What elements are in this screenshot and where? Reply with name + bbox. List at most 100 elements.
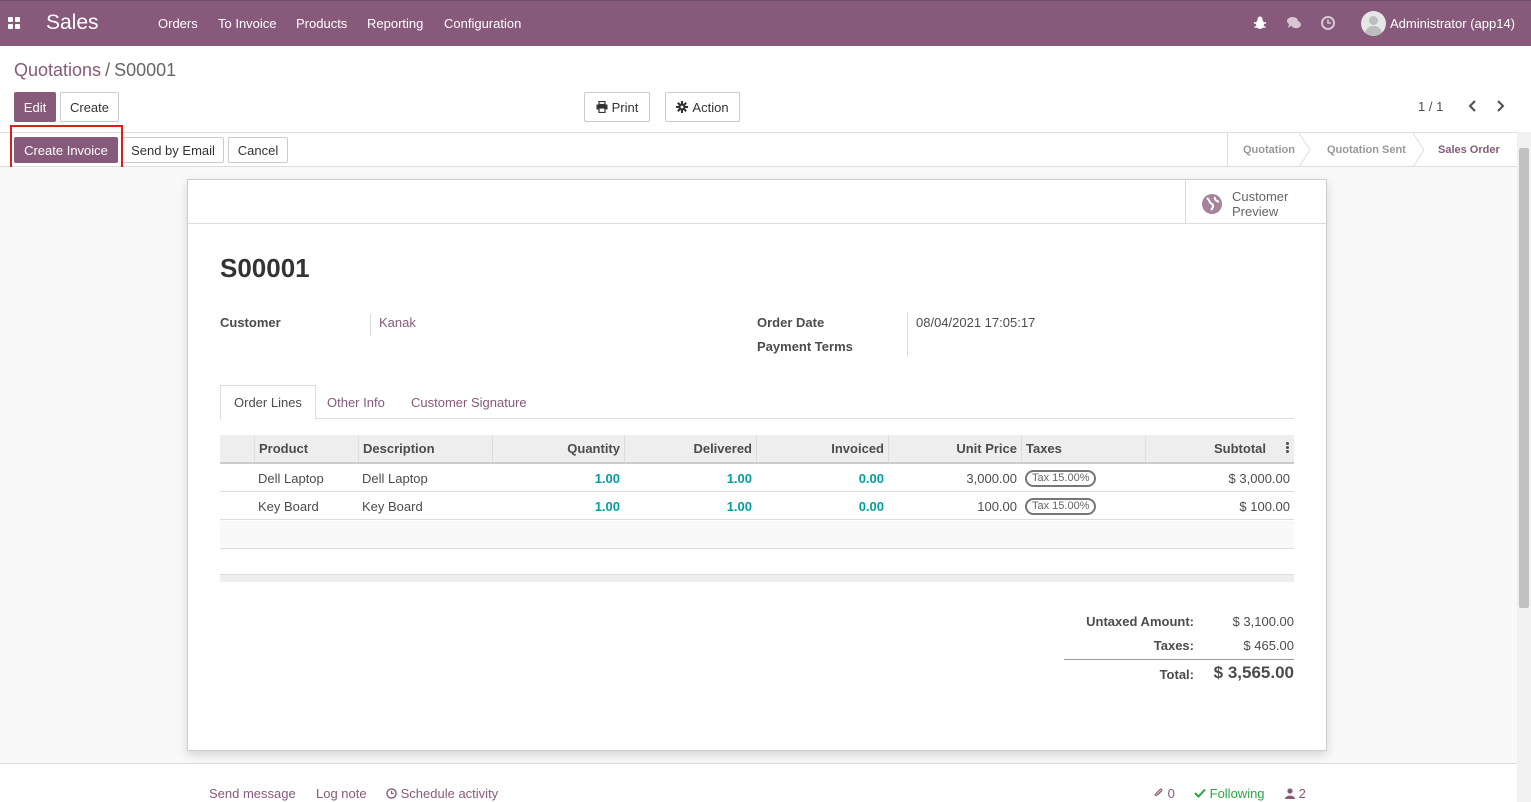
bug-icon[interactable] (1252, 15, 1268, 31)
table-row[interactable]: Dell Laptop Dell Laptop 1.00 1.00 0.00 3… (220, 464, 1294, 492)
field-divider (370, 314, 371, 336)
stage-quotation-sent: Quotation Sent (1327, 144, 1406, 156)
cell-delivered: 1.00 (726, 470, 752, 486)
action-button[interactable]: Action (665, 92, 740, 122)
column-description[interactable]: Description (358, 435, 492, 462)
create-button[interactable]: Create (60, 92, 119, 122)
chat-icon[interactable] (1286, 15, 1302, 31)
menu-to-invoice[interactable]: To Invoice (218, 16, 277, 31)
menu-orders[interactable]: Orders (158, 16, 198, 31)
print-icon (596, 101, 608, 113)
stage-arrow (1299, 133, 1311, 167)
cell-product: Key Board (258, 498, 319, 514)
followers-count: 2 (1298, 786, 1306, 801)
highlight-box (10, 125, 123, 171)
column-subtotal[interactable]: Subtotal (1145, 435, 1270, 462)
menu-products[interactable]: Products (296, 16, 348, 31)
log-note-button[interactable]: Log note (316, 786, 367, 801)
customer-label: Customer (220, 315, 281, 330)
breadcrumb-quotations[interactable]: Quotations (14, 60, 102, 80)
taxes-value: $ 465.00 (1243, 638, 1294, 653)
breadcrumb-current: S00001 (114, 60, 177, 80)
menu-reporting[interactable]: Reporting (367, 16, 424, 31)
edit-button[interactable]: Edit (14, 92, 56, 122)
payment-terms-label: Payment Terms (757, 339, 853, 354)
avatar[interactable] (1361, 11, 1386, 36)
column-taxes[interactable]: Taxes (1021, 435, 1145, 462)
chevron-right-icon[interactable] (1493, 99, 1507, 113)
tab-customer-signature[interactable]: Customer Signature (411, 394, 527, 410)
cell-description: Key Board (362, 498, 423, 514)
tax-badge: Tax 15.00% (1025, 469, 1097, 487)
check-icon (1194, 788, 1206, 798)
table-row[interactable]: Key Board Key Board 1.00 1.00 0.00 100.0… (220, 492, 1294, 520)
tax-badge: Tax 15.00% (1025, 497, 1097, 515)
stage-sales-order: Sales Order (1438, 144, 1500, 156)
total-label: Total: (1159, 667, 1194, 682)
customer-preview-button[interactable]: Customer Preview (1185, 180, 1326, 224)
optional-columns-icon[interactable] (1286, 442, 1290, 454)
cell-description: Dell Laptop (362, 470, 428, 486)
schedule-activity-button[interactable]: Schedule activity (386, 786, 498, 801)
breadcrumb: Quotations / S00001 (14, 60, 176, 81)
column-delivered[interactable]: Delivered (624, 435, 756, 462)
notebook-tabs: Order Lines Other Info Customer Signatur… (220, 385, 1294, 420)
stage-divider (1227, 133, 1228, 167)
send-by-email-button[interactable]: Send by Email (122, 137, 224, 163)
apps-icon[interactable] (8, 17, 20, 29)
menu-configuration[interactable]: Configuration (444, 16, 522, 31)
total-value: $ 3,565.00 (1213, 663, 1294, 682)
attachments-count: 0 (1167, 786, 1175, 801)
document-title: S00001 (220, 253, 310, 283)
column-quantity[interactable]: Quantity (492, 435, 624, 462)
following-button[interactable]: Following (1194, 786, 1265, 801)
button-box: Customer Preview (188, 180, 1326, 224)
stage-quotation: Quotation (1243, 144, 1295, 156)
tab-order-lines[interactable]: Order Lines (220, 385, 316, 420)
form-sheet: Customer Preview S00001 Customer Kanak O… (187, 179, 1327, 751)
schedule-activity-label: Schedule activity (400, 786, 499, 801)
breadcrumb-separator: / (105, 60, 111, 80)
clock-icon[interactable] (1320, 15, 1336, 31)
column-product[interactable]: Product (254, 435, 358, 462)
totals-divider (1064, 659, 1294, 660)
followers-button[interactable]: 2 (1285, 786, 1306, 801)
customer-value[interactable]: Kanak (379, 315, 416, 330)
untaxed-amount-label: Untaxed Amount: (1086, 614, 1194, 629)
app-brand[interactable]: Sales (46, 11, 99, 34)
scrollbar-thumb[interactable] (1519, 148, 1529, 608)
cell-invoiced: 0.00 (858, 498, 884, 514)
chevron-left-icon[interactable] (1466, 99, 1480, 113)
create-invoice-button[interactable]: Create Invoice (14, 137, 118, 163)
send-message-button[interactable]: Send message (209, 786, 296, 801)
tab-other-info[interactable]: Other Info (327, 394, 385, 410)
column-unit-price[interactable]: Unit Price (888, 435, 1021, 462)
table-footer (220, 574, 1294, 582)
untaxed-amount-value: $ 3,100.00 (1232, 614, 1294, 629)
cell-quantity: 1.00 (594, 498, 620, 514)
cell-taxes: Tax 15.00% (1021, 492, 1145, 520)
cell-subtotal: $ 3,000.00 (1228, 470, 1290, 486)
cell-unit-price: 3,000.00 (966, 470, 1017, 486)
user-menu[interactable]: Administrator (app14) (1390, 16, 1515, 31)
order-date-label: Order Date (757, 315, 825, 330)
cell-quantity: 1.00 (594, 470, 620, 486)
top-navbar: Sales Orders To Invoice Products Reporti… (0, 0, 1531, 46)
paperclip-icon (1154, 788, 1163, 797)
action-label: Action (692, 99, 729, 115)
pager-value[interactable]: 1 / 1 (1418, 99, 1444, 114)
clock-icon (386, 788, 397, 799)
print-button[interactable]: Print (584, 92, 650, 122)
cell-taxes: Tax 15.00% (1021, 464, 1145, 492)
attachments-button[interactable]: 0 (1153, 786, 1175, 801)
print-label: Print (611, 99, 639, 115)
cell-invoiced: 0.00 (858, 470, 884, 486)
taxes-label: Taxes: (1153, 638, 1194, 653)
user-icon (1285, 788, 1295, 799)
column-invoiced[interactable]: Invoiced (756, 435, 888, 462)
cancel-button[interactable]: Cancel (228, 137, 288, 163)
gear-icon (676, 101, 689, 113)
customer-preview-label: Customer Preview (1232, 189, 1289, 219)
empty-table-row (220, 521, 1294, 549)
following-label: Following (1209, 786, 1265, 801)
